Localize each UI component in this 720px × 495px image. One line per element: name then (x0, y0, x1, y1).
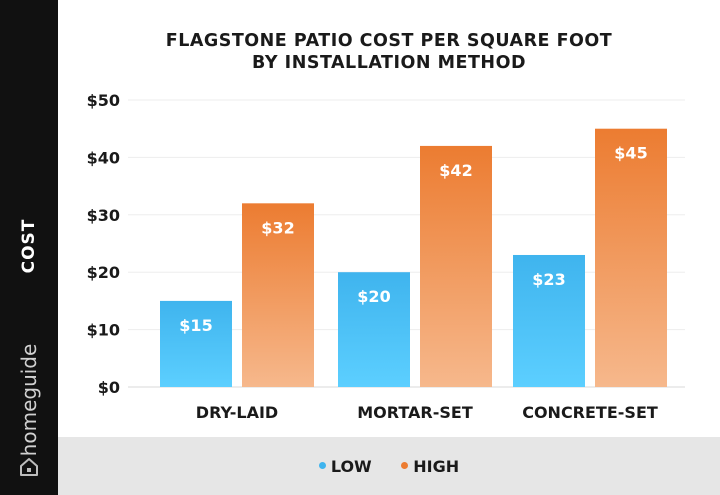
bar-value-label: $45 (614, 144, 647, 163)
chart-title: FLAGSTONE PATIO COST PER SQUARE FOOT (165, 31, 613, 51)
bar-value-label: $23 (532, 270, 565, 289)
legend-item-low: LOW (318, 457, 372, 476)
sidebar: COST homeguide (0, 0, 58, 495)
y-tick-label: $40 (87, 148, 120, 167)
bar-high (595, 128, 667, 387)
chart-subtitle: BY INSTALLATION METHOD (252, 53, 526, 73)
bar-value-label: $32 (261, 218, 294, 237)
legend-dot-low-icon (318, 462, 326, 469)
x-axis-ticks: DRY-LAID MORTAR-SET CONCRETE-SET (196, 403, 658, 422)
legend-dot-high-icon (401, 462, 409, 469)
bar-value-label: $15 (179, 316, 212, 335)
x-tick-label: DRY-LAID (196, 403, 278, 422)
bar-high (420, 145, 492, 387)
bars (160, 128, 667, 387)
house-icon (20, 458, 38, 476)
bar-value-label: $20 (357, 287, 390, 306)
legend-label-low: LOW (330, 457, 372, 476)
bar-chart: $0 $10 $20 $30 $40 $50 $15 $32 $20 $42 $23 $45 DRY… (87, 91, 685, 422)
bar-low (160, 300, 232, 387)
y-tick-label: $20 (87, 263, 120, 282)
bar-low (513, 254, 585, 387)
y-tick-label: $10 (87, 321, 120, 340)
y-axis-ticks: $0 $10 $20 $30 $40 $50 (87, 91, 120, 397)
chart-title-block: FLAGSTONE PATIO COST PER SQUARE FOOT BY … (58, 30, 720, 74)
legend: LOW HIGH (58, 437, 720, 495)
bar-value-label: $42 (439, 161, 472, 180)
x-tick-label: CONCRETE-SET (522, 403, 658, 422)
x-tick-label: MORTAR-SET (357, 403, 473, 422)
bar-low (338, 272, 410, 387)
bar-high (242, 203, 314, 387)
y-tick-label: $0 (98, 378, 120, 397)
legend-label-high: HIGH (413, 457, 460, 476)
bar-value-labels: $15 $32 $20 $42 $23 $45 (179, 144, 647, 335)
legend-item-high: HIGH (401, 457, 459, 476)
y-tick-label: $30 (87, 206, 120, 225)
y-tick-label: $50 (87, 91, 120, 110)
